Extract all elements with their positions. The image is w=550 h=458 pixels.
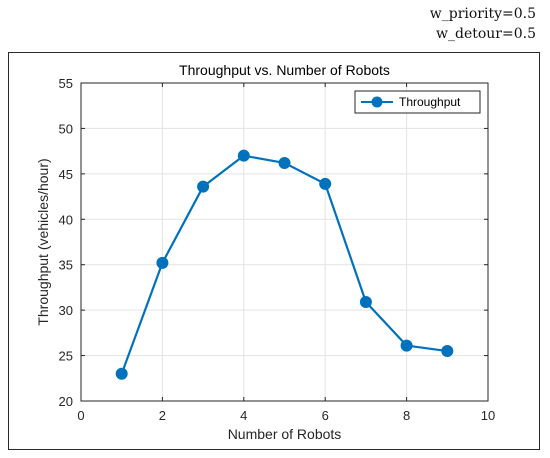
parameter-detour: w_detour=0.5	[436, 26, 536, 42]
x-tick-label: 8	[403, 408, 410, 423]
plot-area	[80, 82, 489, 402]
data-point	[400, 339, 413, 352]
y-tick-label: 20	[59, 394, 73, 409]
data-point	[237, 149, 250, 162]
y-tick-label: 25	[59, 349, 73, 364]
x-axis-label: Number of Robots	[228, 426, 342, 442]
y-tick-label: 55	[59, 76, 73, 91]
data-point	[278, 156, 291, 169]
data-point	[319, 177, 332, 190]
parameter-priority: w_priority=0.5	[429, 6, 536, 22]
x-tick-label: 0	[77, 408, 84, 423]
data-point	[359, 295, 372, 308]
y-tick-label: 45	[59, 167, 73, 182]
y-tick-label: 35	[59, 258, 73, 273]
data-point	[115, 367, 128, 380]
legend-box	[354, 90, 481, 114]
data-point	[156, 256, 169, 269]
figure-frame	[8, 52, 540, 450]
y-tick-label: 40	[59, 212, 73, 227]
legend-label: Throughput	[399, 95, 461, 109]
data-point	[441, 345, 454, 358]
grid-lines	[80, 82, 489, 402]
axis-ticks: 0 2 4 6 8 10 20 25 30 35 40 45 50 55	[59, 76, 496, 423]
x-tick-label: 6	[322, 408, 329, 423]
y-tick-label: 50	[59, 121, 73, 136]
y-axis-label: Throughput (vehicles/hour)	[35, 158, 51, 325]
legend-marker	[371, 96, 383, 108]
data-point	[197, 180, 210, 193]
y-tick-label: 30	[59, 303, 73, 318]
x-tick-label: 10	[481, 408, 495, 423]
x-tick-label: 2	[159, 408, 166, 423]
legend: Throughput	[354, 90, 481, 114]
series-layer	[115, 149, 454, 380]
x-tick-label: 4	[240, 408, 247, 423]
line-chart: 0 2 4 6 8 10 20 25 30 35 40 45 50 55 Throughput vs. N…	[35, 62, 496, 442]
chart-title: Throughput vs. Number of Robots	[179, 62, 390, 78]
